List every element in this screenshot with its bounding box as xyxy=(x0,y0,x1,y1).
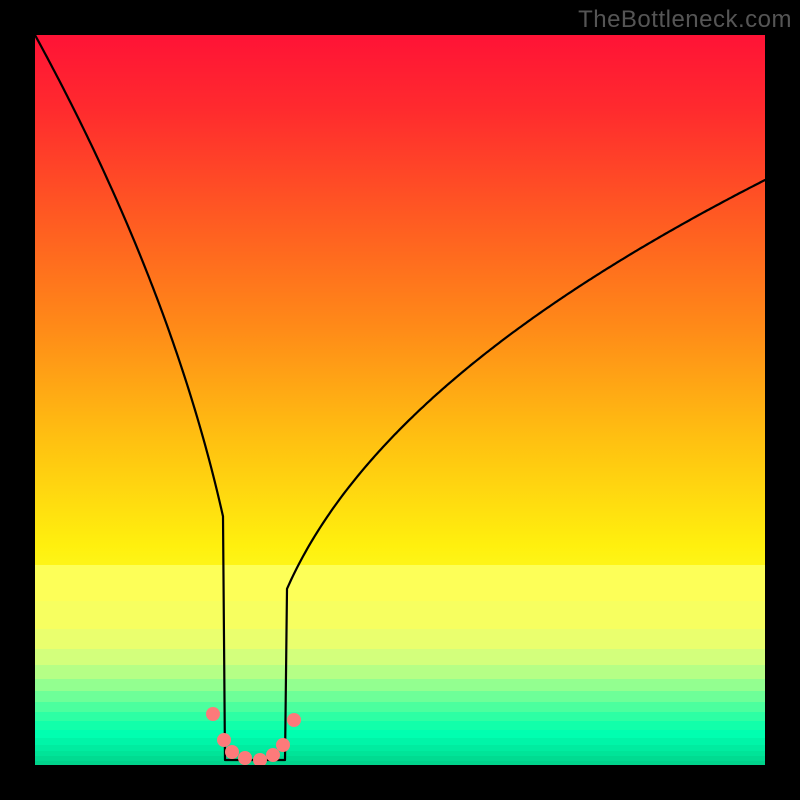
curve-marker xyxy=(225,745,239,759)
green-band xyxy=(35,679,765,692)
curve-marker xyxy=(206,707,220,721)
frame-bottom xyxy=(0,765,800,800)
green-band xyxy=(35,738,765,746)
curve-marker xyxy=(253,753,267,767)
curve-marker xyxy=(276,738,290,752)
chart-stage: TheBottleneck.com xyxy=(0,0,800,800)
green-band xyxy=(35,601,765,630)
frame-top xyxy=(0,0,800,35)
green-band xyxy=(35,730,765,739)
curve-marker xyxy=(217,733,231,747)
green-band xyxy=(35,629,765,650)
green-band xyxy=(35,665,765,680)
green-band xyxy=(35,721,765,731)
curve-marker xyxy=(238,751,252,765)
green-band xyxy=(35,691,765,703)
green-band xyxy=(35,712,765,722)
curve-marker xyxy=(287,713,301,727)
frame-right xyxy=(765,0,800,800)
green-band xyxy=(35,565,765,602)
green-band xyxy=(35,751,765,757)
frame-left xyxy=(0,0,35,800)
green-band xyxy=(35,756,765,762)
chart-svg xyxy=(0,0,800,800)
green-band xyxy=(35,702,765,713)
green-band xyxy=(35,649,765,666)
curve-marker xyxy=(266,748,280,762)
green-band xyxy=(35,761,765,766)
green-band xyxy=(35,745,765,752)
